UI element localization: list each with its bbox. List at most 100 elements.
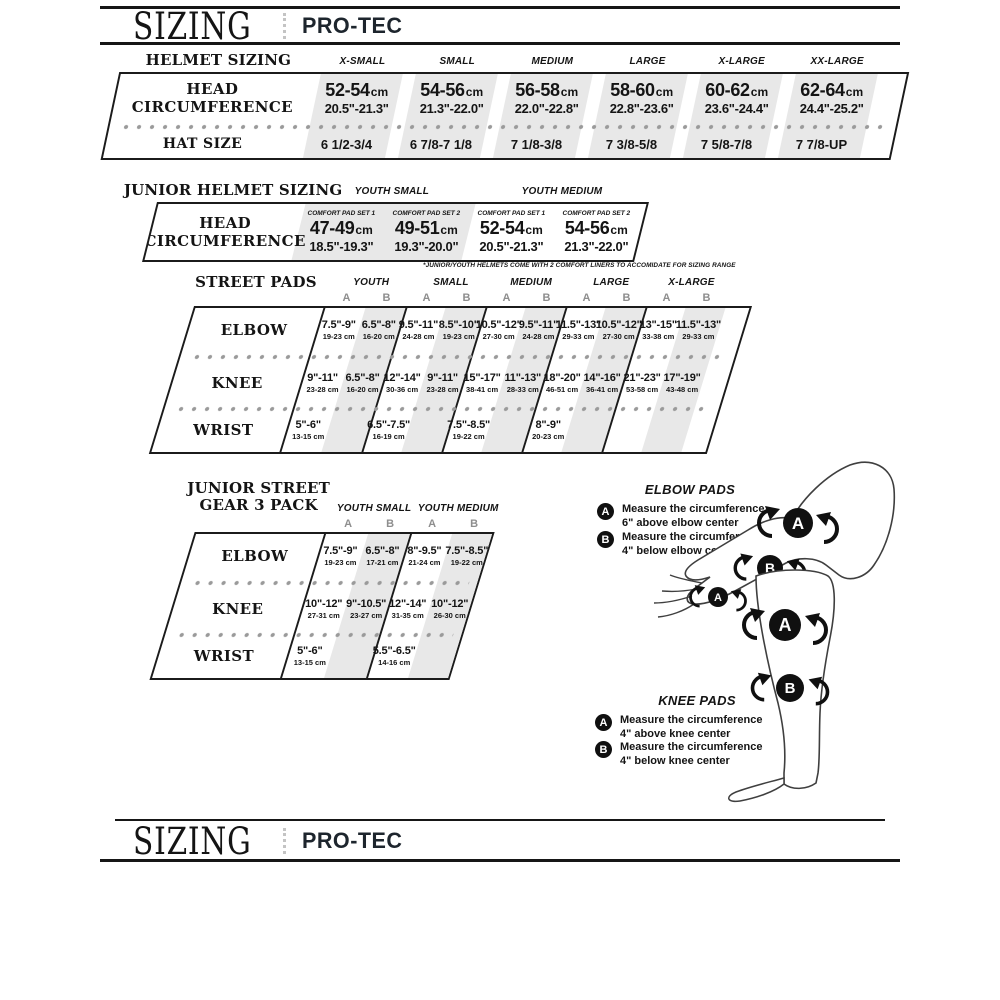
brand-divider: [283, 13, 287, 39]
knee-measure-b: B Measure the circumference 4" below knee…: [595, 741, 825, 769]
knee-pads-title: KNEE PADS: [658, 693, 736, 708]
junior-helmet-header-row: JUNIOR HELMET SIZING YOUTH SMALL YOUTH M…: [124, 180, 702, 202]
badge-b-icon: [776, 674, 804, 702]
head-circumference-row: HEAD CIRCUMFERENCE 52-54 cm 20.5"-21.3" 54-…: [111, 74, 907, 122]
dotted-separator: [187, 579, 471, 587]
junior-street-table-box: ELBOW 7.5"-9" 19-23 cm 6.5"-8" 17-21 cm 8"…: [149, 532, 495, 680]
street-group-header-row: STREET PADS YOUTH SMALL MEDIUM LARGE X-L…: [195, 273, 764, 291]
table-cell: COMFORT PAD SET 1 52-54 cm 20.5"-21.3": [477, 210, 545, 254]
wrist-row: WRIST 5"-6" 13-15 cm 5.5"-6.5" 14-16 cm: [154, 640, 460, 672]
col-header-medium: MEDIUM: [531, 55, 573, 67]
junior-helmet-footnote: *JUNIOR/YOUTH HELMETS COME WITH 2 COMFOR…: [423, 262, 736, 269]
group-header-youth-small: YOUTH SMALL: [354, 185, 429, 197]
table-cell: 6 1/2-3/4: [320, 136, 373, 152]
row-label-elbow: ELBOW: [220, 547, 288, 565]
group-header-youth-medium: YOUTH MEDIUM: [417, 503, 499, 514]
col-header-x-large: X-LARGE: [718, 55, 766, 67]
row-label-wrist: WRIST: [192, 421, 254, 439]
sizing-wordmark: SIZING: [133, 4, 252, 48]
street-pads-title: STREET PADS: [195, 273, 317, 291]
junior-street-gear-table: JUNIOR STREET GEAR 3 PACK YOUTH SMALL YOU…: [149, 478, 541, 682]
dotted-separator: [171, 631, 455, 639]
elbow-row: ELBOW 7.5"-9" 19-23 cm 6.5"-8" 16-20 cm 9.…: [182, 308, 749, 352]
protec-logo: PRO-TEC: [302, 13, 403, 38]
table-cell: 62-64 cm 24.4"-25.2": [799, 80, 864, 116]
header-bottom-rule: [100, 42, 900, 45]
row-label-head-circumference: HEAD CIRCUMFERENCE: [131, 80, 293, 116]
elbow-measure-a: A Measure the circumference 6" above elbo…: [597, 503, 827, 531]
sub-col-b: B: [470, 518, 479, 530]
helmet-header-row: HELMET SIZING X-SMALL SMALL MEDIUM LARGE…: [119, 50, 924, 72]
table-cell: 7 1/8-3/8: [510, 136, 563, 152]
row-label-head-circumference: HEAD CIRCUMFERENCE: [144, 214, 306, 250]
table-cell: 60-62 cm 23.6"-24.4": [704, 80, 769, 116]
hat-size-row: HAT SIZE 6 1/2-3/4 6 7/8-7 1/8 7 1/8-3/8…: [103, 132, 894, 156]
sub-col-a: A: [582, 292, 591, 304]
dotted-separator: [116, 123, 889, 131]
sub-col-a: A: [342, 292, 351, 304]
street-ab-header-row: A B A B A B A B A B: [194, 290, 759, 306]
badge-b-icon: B: [595, 741, 612, 758]
badge-b-icon: B: [597, 531, 614, 548]
badge-a-icon: [769, 609, 801, 641]
hand-fingers: [653, 574, 703, 618]
street-pads-title-cell: STREET PADS: [195, 273, 334, 291]
foot-outline: [728, 777, 785, 803]
sub-col-a: A: [422, 292, 431, 304]
junior-street-header-row: JUNIOR STREET GEAR 3 PACK YOUTH SMALL YOU…: [187, 478, 542, 516]
wrist-badge-a: A: [714, 592, 722, 604]
junior-helmet-table-box: HEAD CIRCUMFERENCE COMFORT PAD SET 1 47-49…: [142, 202, 649, 262]
sub-col-a: A: [344, 518, 353, 530]
dotted-separator: [171, 405, 712, 413]
knee-row: KNEE 9"-11" 23-28 cm 6.5"-8" 16-20 cm 12"-…: [166, 362, 733, 404]
junior-street-title: JUNIOR STREET GEAR 3 PACK: [187, 478, 330, 514]
street-pads-table-box: ELBOW 7.5"-9" 19-23 cm 6.5"-8" 16-20 cm 9.…: [148, 306, 753, 454]
col-header-xx-large: XX-LARGE: [810, 55, 864, 67]
col-header-small: SMALL: [439, 55, 475, 67]
group-header-youth-medium: YOUTH MEDIUM: [521, 185, 603, 197]
sub-col-b: B: [386, 518, 395, 530]
leg-badge-b: B: [785, 680, 796, 697]
table-cell: 56-58 cm 22.0"-22.8": [514, 80, 579, 116]
knee-measure-a: A Measure the circumference 4" above knee…: [595, 714, 825, 742]
table-cell: 7 5/8-7/8: [700, 136, 753, 152]
sub-col-b: B: [542, 292, 551, 304]
row-label-knee: KNEE: [212, 600, 264, 618]
helmet-table-box: HEAD CIRCUMFERENCE 52-54 cm 20.5"-21.3" 54-…: [100, 72, 910, 160]
header-brand-row: SIZING PRO-TEC: [133, 4, 405, 48]
sub-col-a: A: [428, 518, 437, 530]
knee-row: KNEE 10"-12" 27-31 cm 9"-10.5" 23-27 cm 12…: [167, 588, 476, 630]
sub-col-a: A: [662, 292, 671, 304]
badge-a-icon: A: [595, 714, 612, 731]
table-cell: [643, 414, 693, 446]
row-label-hat-size: HAT SIZE: [162, 135, 243, 152]
group-header-large: LARGE: [593, 277, 630, 289]
sub-col-b: B: [462, 292, 471, 304]
table-cell: 58-60 cm 22.8"-23.6": [609, 80, 674, 116]
dotted-separator: [187, 353, 728, 361]
sub-col-b: B: [622, 292, 631, 304]
row-label-knee: KNEE: [211, 374, 264, 392]
helmet-sizing-table: HELMET SIZING X-SMALL SMALL MEDIUM LARGE…: [100, 50, 924, 162]
sub-col-a: A: [502, 292, 511, 304]
badge-a-icon: A: [597, 503, 614, 520]
junior-helmet-sizing-table: JUNIOR HELMET SIZING YOUTH SMALL YOUTH M…: [124, 180, 703, 264]
table-cell: 7 3/8-5/8: [605, 136, 658, 152]
junior-head-circumference-row: HEAD CIRCUMFERENCE COMFORT PAD SET 1 47-49…: [144, 204, 647, 260]
junior-helmet-title-cell: JUNIOR HELMET SIZING: [124, 180, 343, 202]
row-label-elbow: ELBOW: [220, 321, 288, 339]
junior-street-title-cell: JUNIOR STREET GEAR 3 PACK: [187, 478, 342, 516]
table-cell: COMFORT PAD SET 1 47-49 cm 18.5"-19.3": [307, 210, 375, 254]
table-cell: 7 7/8-UP: [795, 136, 848, 152]
group-header-medium: MEDIUM: [510, 277, 553, 289]
footer-bottom-rule: [100, 859, 900, 862]
elbow-row: ELBOW 7.5"-9" 19-23 cm 6.5"-8" 17-21 cm 8"…: [183, 534, 492, 578]
sub-col-b: B: [702, 292, 711, 304]
footer-top-rule: [115, 819, 885, 821]
table-cell: COMFORT PAD SET 2 49-51 cm 19.3"-20.0": [392, 210, 460, 254]
table-cell: 52-54 cm 20.5"-21.3": [324, 80, 389, 116]
table-cell: 6 7/8-7 1/8: [410, 136, 473, 152]
leg-badge-a: A: [779, 615, 792, 635]
group-header-x-large: X-LARGE: [667, 277, 715, 289]
